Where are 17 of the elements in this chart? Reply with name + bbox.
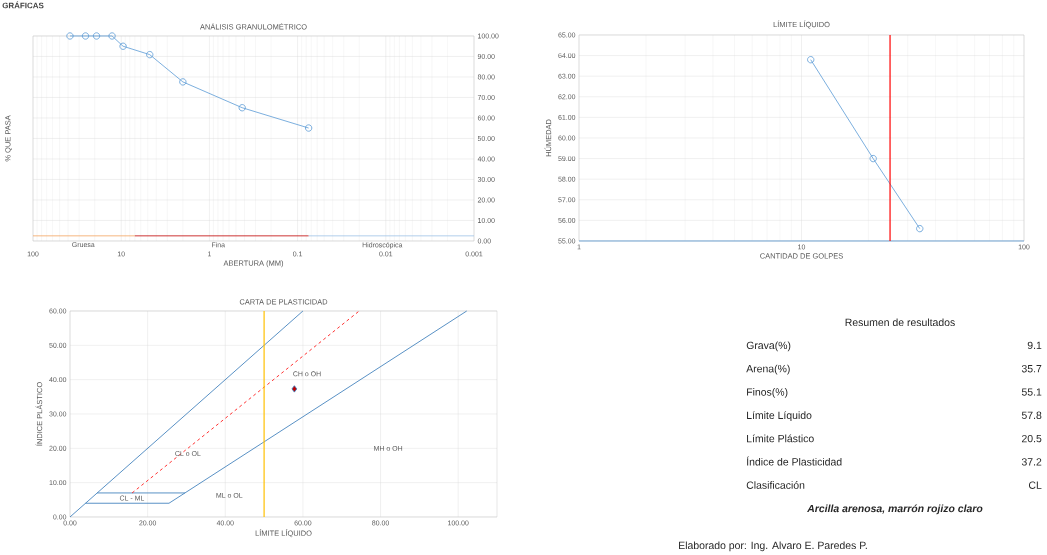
text: Arcilla arenosa, marrón rojizo claro	[807, 504, 983, 515]
text: Límite Plástico	[747, 434, 814, 443]
text: Índice de Plasticidad	[746, 456, 842, 466]
text: CL	[1028, 481, 1042, 489]
text: Grava(%)	[746, 341, 791, 352]
text: 9.1	[1027, 341, 1042, 350]
text: Elaborado por: Ing. Alvaro E. Paredes P.	[679, 541, 867, 552]
text: 55.1	[1021, 388, 1042, 396]
text: 35.7	[1021, 364, 1042, 373]
text: Límite Líquido	[747, 411, 812, 422]
text: 20.5	[1021, 434, 1042, 443]
text: Finos(%)	[747, 388, 788, 398]
text: 37.2	[1021, 458, 1042, 466]
text: Resumen de resultados	[845, 318, 955, 327]
text: Clasificación	[746, 481, 805, 489]
text: 57.8	[1021, 411, 1042, 419]
text: Arena(%)	[746, 364, 790, 375]
